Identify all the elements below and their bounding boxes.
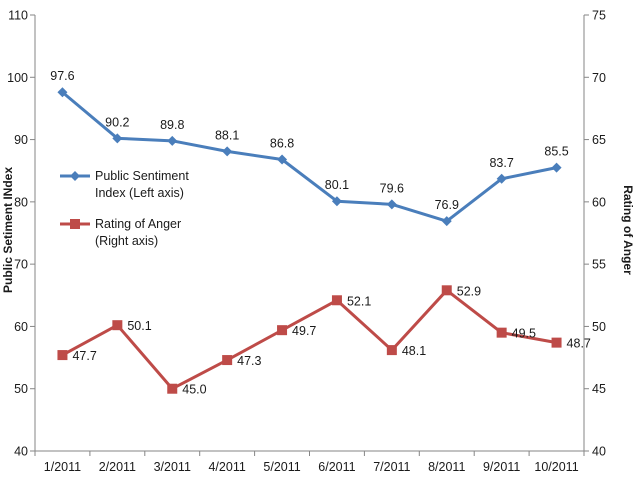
- data-point: [496, 173, 507, 184]
- legend-label: Index (Left axis): [95, 186, 184, 200]
- data-label: 47.3: [237, 354, 261, 368]
- data-label: 49.7: [292, 324, 316, 338]
- y2-tick-label: 55: [592, 258, 606, 272]
- legend-swatch-marker: [70, 171, 80, 181]
- data-point: [331, 295, 342, 306]
- data-point: [331, 196, 342, 207]
- y-tick-label: 60: [14, 320, 28, 334]
- y2-tick-label: 60: [592, 195, 606, 209]
- data-point: [277, 325, 288, 336]
- y2-tick-label: 65: [592, 133, 606, 147]
- series-line: [61, 91, 557, 223]
- x-tick-label: 8/2011: [428, 460, 465, 474]
- x-tick-label: 1/2011: [44, 460, 81, 474]
- y-tick-label: 90: [14, 133, 28, 147]
- data-label: 48.1: [402, 344, 426, 358]
- series-1: 97.6 90.2 89.8 88.1 86.8 80.1 79.6 76.9 83.7 85.5: [50, 69, 569, 227]
- y-tick-label: 110: [8, 9, 28, 23]
- data-label: 48.7: [567, 337, 591, 351]
- data-label: 79.6: [380, 181, 404, 195]
- data-point: [167, 383, 178, 394]
- data-point: [222, 355, 233, 366]
- y2-tick-label: 50: [592, 320, 606, 334]
- y2-tick-label: 75: [592, 9, 606, 23]
- data-label: 80.1: [325, 178, 349, 192]
- x-tick-label: 4/2011: [208, 460, 245, 474]
- data-point: [551, 337, 562, 348]
- x-tick-label: 2/2011: [99, 460, 136, 474]
- legend-item: Public Sentiment Index (Left axis): [60, 169, 189, 200]
- x-tick-label: 10/2011: [534, 460, 578, 474]
- data-point: [57, 350, 68, 361]
- data-label: 83.7: [489, 156, 513, 170]
- data-point: [441, 216, 452, 227]
- data-point: [441, 285, 452, 296]
- y-tick-label: 100: [7, 71, 28, 85]
- y2-tick-label: 45: [592, 382, 606, 396]
- x-tick-label: 5/2011: [263, 460, 300, 474]
- y-tick-label: 70: [14, 258, 28, 272]
- y-tick-label: 50: [14, 382, 28, 396]
- y2-axis-title: Rating of Anger: [621, 185, 635, 275]
- data-point: [112, 133, 123, 144]
- data-label: 85.5: [544, 145, 568, 159]
- legend-label: Public Sentiment: [95, 169, 189, 183]
- data-point: [496, 327, 507, 338]
- legend-item: Rating of Anger (Right axis): [60, 217, 181, 248]
- y-tick-label: 40: [14, 445, 28, 459]
- data-point: [57, 87, 68, 98]
- axes: 40 50 60 70 80 90 100 110 40 45 50 55 60 65 70 75 1/2011…: [7, 9, 606, 475]
- data-label: 89.8: [160, 118, 184, 132]
- data-label: 97.6: [50, 69, 74, 83]
- y-tick-label: 80: [14, 195, 28, 209]
- data-point: [167, 135, 178, 146]
- data-label: 86.8: [270, 137, 294, 151]
- data-point: [551, 162, 562, 173]
- x-tick-label: 9/2011: [483, 460, 520, 474]
- data-label: 90.2: [105, 115, 129, 129]
- series-line: [61, 288, 557, 391]
- y2-tick-label: 40: [592, 445, 606, 459]
- y2-tick-label: 70: [592, 71, 606, 85]
- data-label: 52.1: [347, 294, 371, 308]
- data-point: [277, 154, 288, 165]
- data-label: 45.0: [182, 383, 206, 397]
- data-label: 88.1: [215, 128, 239, 142]
- x-tick-label: 6/2011: [318, 460, 355, 474]
- x-tick-label: 3/2011: [154, 460, 191, 474]
- data-label: 47.7: [72, 349, 96, 363]
- y-axis-title: Public Setiment INdex: [1, 167, 15, 293]
- data-point: [386, 345, 397, 356]
- data-label: 49.5: [512, 327, 536, 341]
- data-point: [112, 320, 123, 331]
- legend-swatch-marker: [70, 219, 80, 229]
- data-label: 50.1: [127, 319, 151, 333]
- legend-label: (Right axis): [95, 234, 158, 248]
- data-point: [386, 199, 397, 210]
- data-point: [222, 146, 233, 157]
- legend: Public Sentiment Index (Left axis) Rating …: [60, 169, 189, 248]
- series-2: 47.7 50.1 45.0 47.3 49.7 52.1 48.1 52.9 49.5 48.7: [57, 284, 591, 397]
- x-tick-label: 7/2011: [373, 460, 410, 474]
- data-label: 76.9: [435, 198, 459, 212]
- legend-label: Rating of Anger: [95, 217, 181, 231]
- series-layer: 97.6 90.2 89.8 88.1 86.8 80.1 79.6 76.9 83.7 85.5…: [50, 69, 591, 396]
- data-label: 52.9: [457, 284, 481, 298]
